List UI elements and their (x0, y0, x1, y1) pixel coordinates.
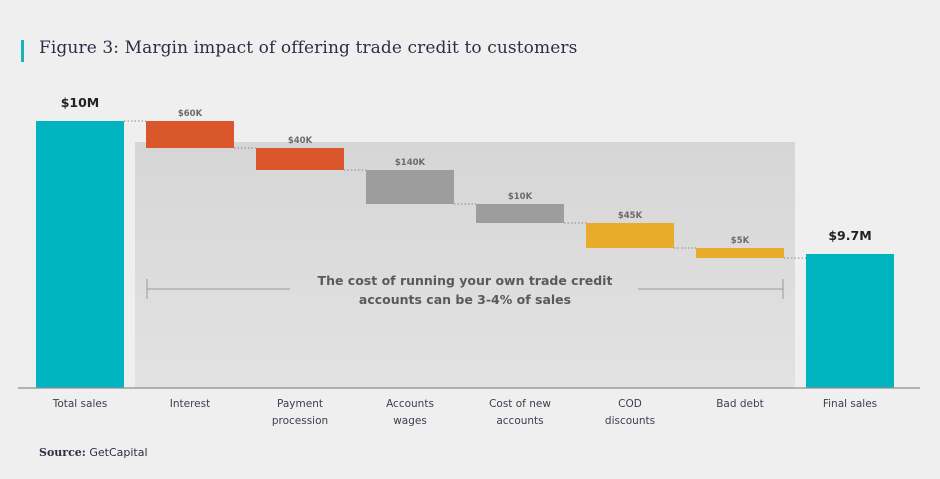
cost-callout-text: The cost of running your own trade credi… (317, 273, 613, 307)
category-label-5: COD discounts (605, 398, 655, 427)
data-label-5: $45K (618, 211, 643, 221)
data-label-4: $10K (508, 192, 533, 202)
data-label-0: $10M (61, 95, 100, 110)
category-label-0: Total sales (52, 398, 108, 410)
bar-2 (256, 148, 344, 170)
data-label-1: $60K (178, 109, 203, 119)
source-note: Source: GetCapital (39, 446, 148, 459)
category-label-6: Bad debt (716, 398, 764, 410)
cost-shaded-region (135, 142, 795, 388)
data-label-6: $5K (731, 236, 750, 246)
category-label-1: Interest (170, 398, 210, 410)
bar-1 (146, 121, 234, 148)
source-label: Source: (39, 446, 86, 459)
category-label-7: Final sales (823, 398, 877, 410)
bar-4 (476, 204, 564, 223)
bar-7 (806, 254, 894, 388)
data-label-2: $40K (288, 136, 313, 146)
title-accent-bar (21, 40, 24, 62)
chart-title: Figure 3: Margin impact of offering trad… (39, 38, 578, 58)
category-label-3: Accounts wages (386, 398, 434, 427)
data-label-3: $140K (395, 158, 426, 168)
data-label-7: $9.7M (828, 228, 871, 243)
bar-5 (586, 223, 674, 248)
bar-6 (696, 248, 784, 258)
bar-3 (366, 170, 454, 204)
source-value: GetCapital (89, 446, 148, 459)
bar-0 (36, 121, 124, 388)
category-label-2: Payment procession (272, 398, 328, 427)
category-label-4: Cost of new accounts (489, 398, 551, 427)
